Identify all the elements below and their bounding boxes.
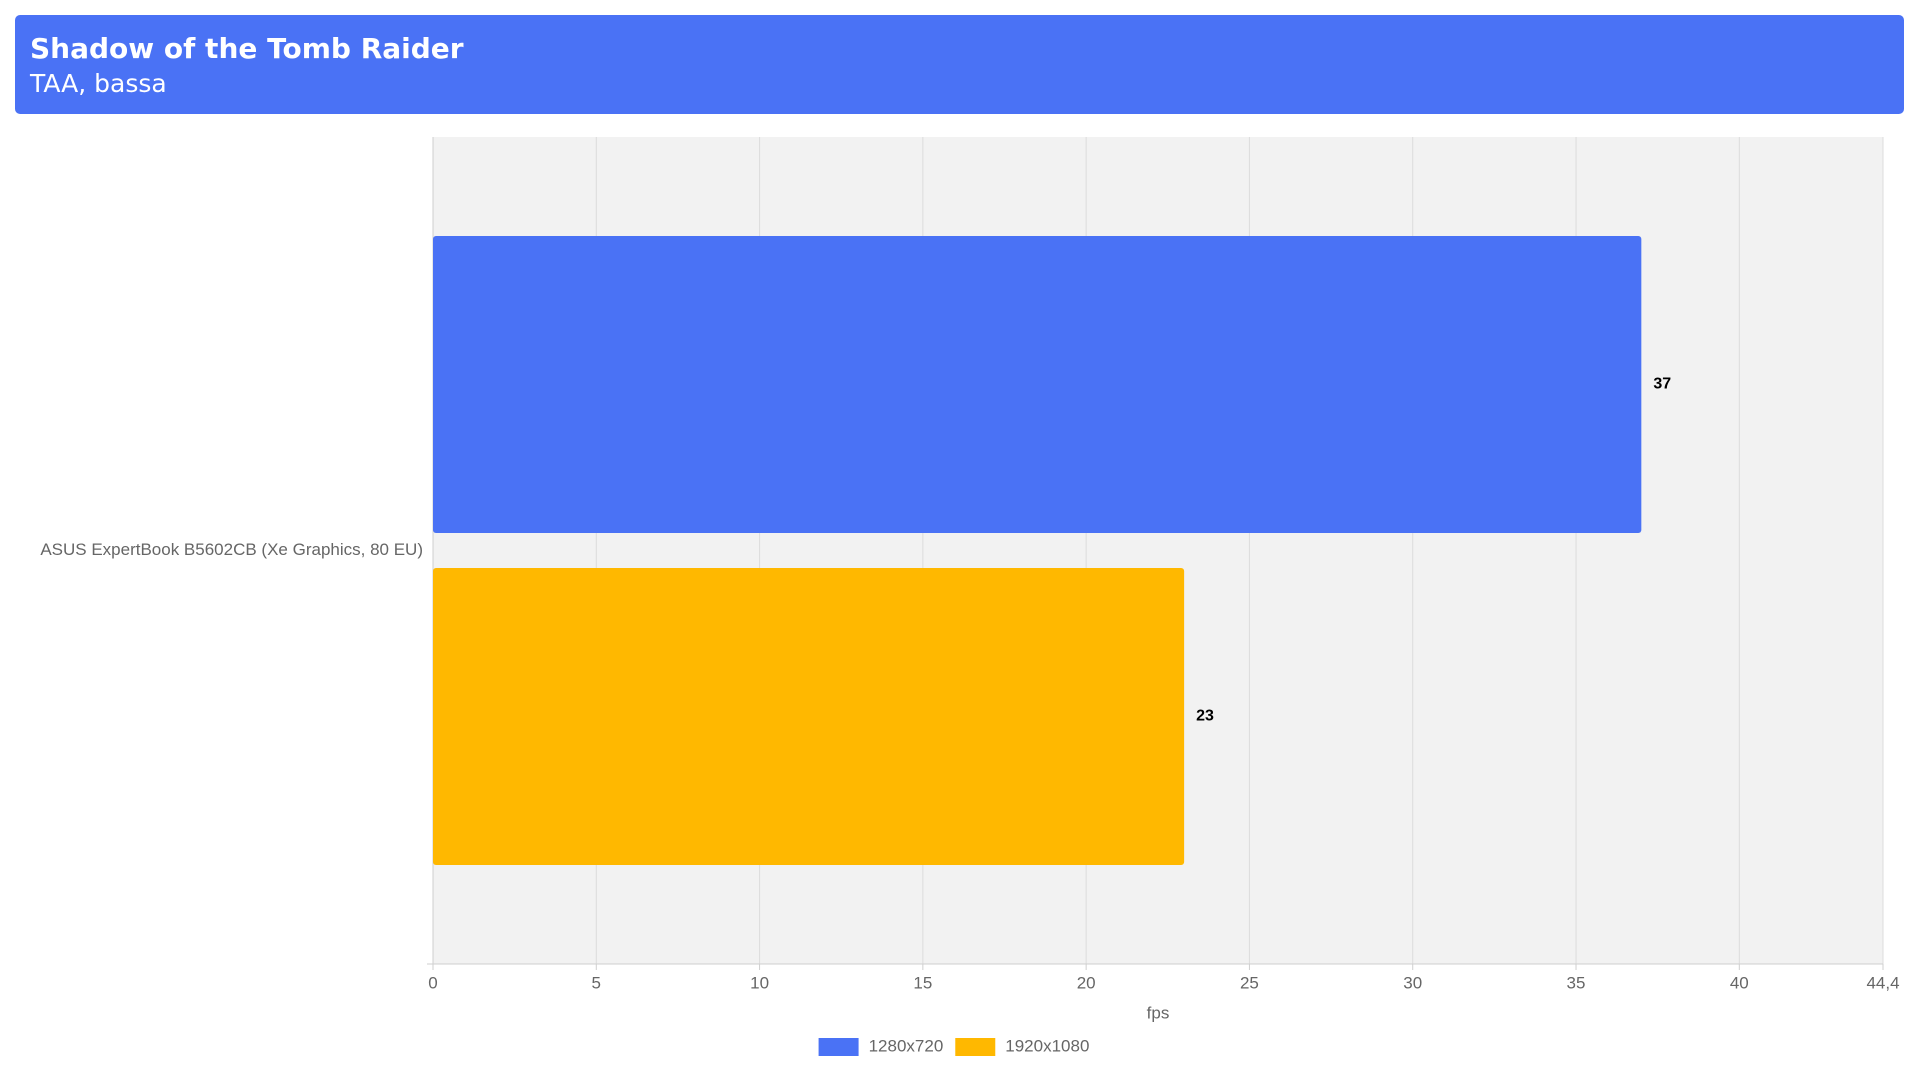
x-tick-label: 20	[1077, 973, 1096, 992]
y-tick-label: ASUS ExpertBook B5602CB (Xe Graphics, 80…	[40, 540, 423, 559]
x-tick-label: 30	[1403, 973, 1422, 992]
header	[15, 15, 1904, 114]
legend-item: 1920x1080	[955, 1036, 1089, 1056]
data-label: 37	[1653, 376, 1671, 393]
data-label: 23	[1196, 708, 1214, 725]
x-tick-label: 0	[428, 973, 437, 992]
legend-label: 1920x1080	[1005, 1036, 1089, 1055]
x-axis-label: fps	[1147, 1003, 1170, 1022]
bar	[433, 568, 1185, 865]
x-tick-label: 5	[592, 973, 601, 992]
legend-item: 1280x720	[818, 1036, 944, 1056]
x-tick-label: 15	[913, 973, 932, 992]
x-tick-label: 25	[1240, 973, 1259, 992]
legend-swatch	[818, 1038, 859, 1056]
chart-subtitle: TAA, bassa	[29, 69, 167, 98]
x-tick-label: 40	[1730, 973, 1749, 992]
x-tick-label: 10	[750, 973, 769, 992]
legend-label: 1280x720	[869, 1036, 944, 1055]
legend-swatch	[955, 1038, 996, 1056]
x-tick-label: 35	[1567, 973, 1586, 992]
bar	[433, 236, 1642, 533]
x-tick-label: 44,4	[1866, 973, 1899, 992]
chart-title: Shadow of the Tomb Raider	[30, 32, 464, 65]
